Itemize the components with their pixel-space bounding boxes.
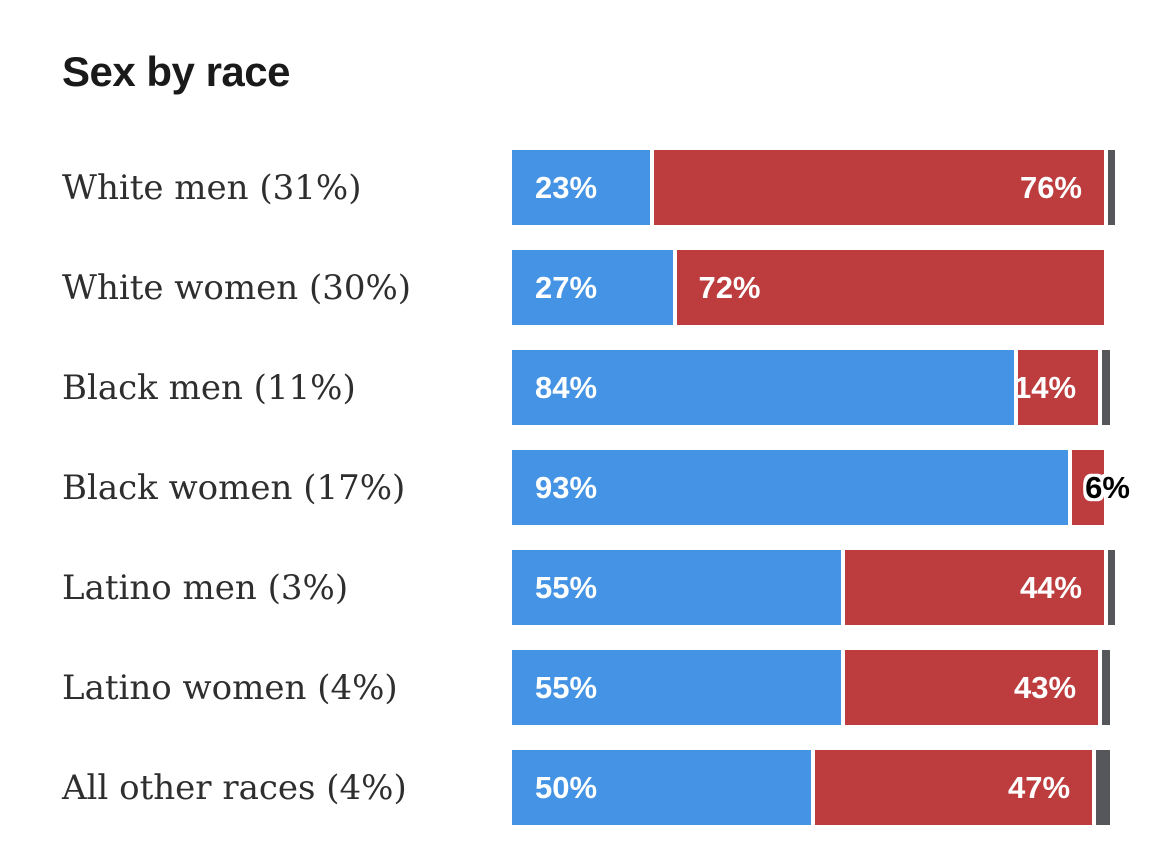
bar-group: 27% 72% <box>512 250 1110 325</box>
blue-segment: 27% <box>512 250 674 325</box>
blue-segment: 23% <box>512 150 650 225</box>
gray-segment <box>1092 750 1110 825</box>
blue-value-label: 23% <box>535 169 598 205</box>
red-segment: 72% <box>673 250 1104 325</box>
row-label: White men (31%) <box>62 167 362 208</box>
row-label: White women (30%) <box>62 267 412 308</box>
blue-value-label: 27% <box>535 269 598 305</box>
red-value-label: 44% <box>1019 569 1082 605</box>
row-label: Latino women (4%) <box>62 667 398 708</box>
blue-segment: 93% <box>512 450 1069 525</box>
blue-value-label: 55% <box>535 569 598 605</box>
bar-group: 23% 76% <box>512 150 1115 225</box>
red-segment: 44% <box>840 550 1104 625</box>
blue-value-label: 93% <box>535 469 598 505</box>
blue-segment: 55% <box>512 650 841 725</box>
chart-row: Latino men (3%) 55% 44% <box>62 550 1169 625</box>
chart-row: Black men (11%) 84% 14% <box>62 350 1169 425</box>
red-value-label: 6% <box>1085 469 1130 505</box>
red-segment: 43% <box>840 650 1099 725</box>
row-label: Black men (11%) <box>62 367 356 408</box>
bar-group: 84% 14% <box>512 350 1110 425</box>
row-label: Black women (17%) <box>62 467 406 508</box>
blue-value-label: 84% <box>535 369 598 405</box>
red-segment: 76% <box>649 150 1104 225</box>
blue-segment: 84% <box>512 350 1015 425</box>
chart-row: Latino women (4%) 55% 43% <box>62 650 1169 725</box>
bar-group: 55% 44% <box>512 550 1115 625</box>
bar-group: 55% 43% <box>512 650 1110 725</box>
red-value-label: 47% <box>1008 769 1071 805</box>
gray-segment <box>1098 350 1110 425</box>
blue-value-label: 55% <box>535 669 598 705</box>
red-value-label: 72% <box>698 269 761 305</box>
chart-row: Black women (17%) 93% 6% <box>62 450 1169 525</box>
page-title: Sex by race <box>62 48 291 95</box>
chart-row: White women (30%) 27% 72% <box>62 250 1169 325</box>
blue-segment: 55% <box>512 550 841 625</box>
red-segment: 47% <box>811 750 1093 825</box>
bar-group: 93% 6% <box>512 450 1130 525</box>
gray-segment <box>1104 550 1115 625</box>
red-value-label: 14% <box>1013 369 1077 405</box>
chart-row: White men (31%) 23% 76% <box>62 150 1169 225</box>
red-segment: 6% <box>1068 450 1130 525</box>
bar-group: 50% 47% <box>512 750 1110 825</box>
red-value-label: 43% <box>1013 669 1077 705</box>
gray-segment <box>1098 650 1110 725</box>
chart-container: Sex by race White men (31%) 23% 76% Whit… <box>62 48 1169 825</box>
row-label: Latino men (3%) <box>62 567 349 608</box>
red-value-label: 76% <box>1019 169 1082 205</box>
blue-segment: 50% <box>512 750 811 825</box>
blue-value-label: 50% <box>535 769 598 805</box>
gray-segment <box>1104 150 1115 225</box>
chart-rows: White men (31%) 23% 76% White women (30%… <box>62 150 1169 825</box>
row-label: All other races (4%) <box>62 767 407 808</box>
chart-row: All other races (4%) 50% 47% <box>62 750 1169 825</box>
red-segment: 14% <box>1013 350 1099 425</box>
